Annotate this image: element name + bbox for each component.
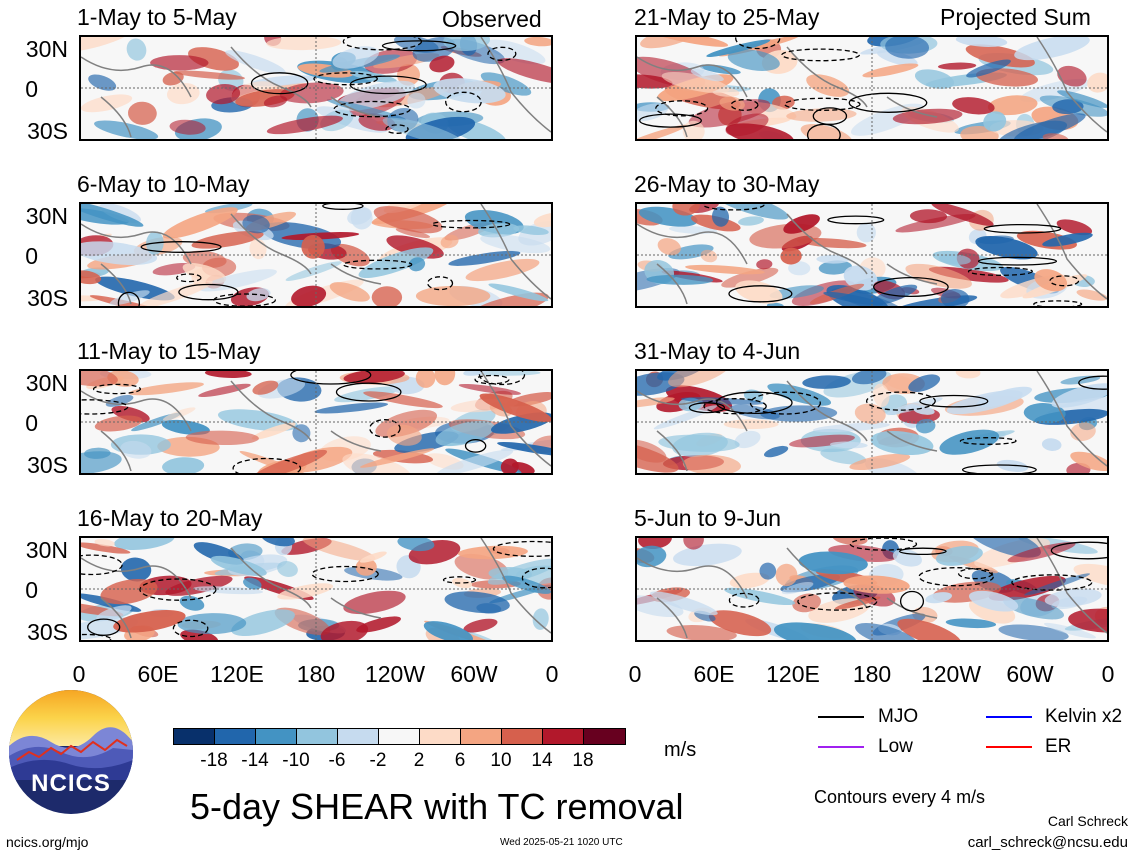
lat-label-30n: 30N xyxy=(25,537,68,563)
ncics-logo[interactable]: NCICS xyxy=(9,690,133,814)
colorbar-label: 18 xyxy=(572,750,594,771)
lon-label: 120W xyxy=(364,661,426,687)
panel-title: 11-May to 15-May xyxy=(77,338,261,364)
shear-field xyxy=(637,204,1107,306)
lat-label-eq: 0 xyxy=(25,243,38,269)
colorbar-box xyxy=(173,728,215,745)
lat-label-30n: 30N xyxy=(25,370,68,396)
lon-label: 0 xyxy=(72,661,86,687)
projected-sum-label: Projected Sum xyxy=(940,4,1091,30)
colorbar-label: -14 xyxy=(241,750,269,771)
colorbar-unit: m/s xyxy=(664,739,697,761)
shear-field xyxy=(637,371,1107,473)
shear-field xyxy=(81,371,551,473)
timestamp: Wed 2025-05-21 1020 UTC xyxy=(500,837,623,848)
colorbar-label: 14 xyxy=(531,750,553,771)
colorbar-box xyxy=(460,728,502,745)
observed-label: Observed xyxy=(442,6,542,32)
shear-field xyxy=(637,37,1107,139)
colorbar-box xyxy=(378,728,420,745)
colorbar-label: 6 xyxy=(454,750,466,771)
colorbar-label: 10 xyxy=(490,750,512,771)
map-panel xyxy=(635,369,1109,475)
legend-label-kelvin: Kelvin x2 xyxy=(1045,706,1123,727)
map-panel xyxy=(79,202,553,308)
colorbar-box xyxy=(255,728,297,745)
lon-label: 120E xyxy=(210,661,264,687)
lon-label: 60W xyxy=(450,661,498,687)
map-panel xyxy=(635,35,1109,141)
lat-label-eq: 0 xyxy=(25,577,38,603)
legend-label-low: Low xyxy=(878,736,913,757)
panel-title: 16-May to 20-May xyxy=(77,505,263,531)
colorbar-label: -6 xyxy=(328,750,346,771)
colorbar-box xyxy=(214,728,256,745)
lat-label-eq: 0 xyxy=(25,410,38,436)
lon-label: 180 xyxy=(852,661,892,687)
map-panel xyxy=(79,536,553,642)
main-title: 5-day SHEAR with TC removal xyxy=(190,786,684,827)
map-panel xyxy=(635,536,1109,642)
colorbar-label: -10 xyxy=(282,750,310,771)
lat-label-30s: 30S xyxy=(27,118,68,144)
lon-label: 0 xyxy=(628,661,642,687)
colorbar-box xyxy=(419,728,461,745)
lat-label-30n: 30N xyxy=(25,36,68,62)
shear-field xyxy=(81,204,551,306)
author: Carl Schreck xyxy=(1047,813,1128,829)
colorbar-box xyxy=(501,728,543,745)
lon-label: 60W xyxy=(1006,661,1054,687)
map-panel xyxy=(635,202,1109,308)
lat-label-eq: 0 xyxy=(25,76,38,102)
colorbar-label: -2 xyxy=(369,750,387,771)
legend-label-mjo: MJO xyxy=(878,706,919,727)
map-panel xyxy=(79,35,553,141)
colorbar-box xyxy=(583,728,626,745)
panel-title: 5-Jun to 9-Jun xyxy=(634,505,782,531)
lat-label-30n: 30N xyxy=(25,203,68,229)
legend-line-low xyxy=(818,746,864,748)
legend-label-er: ER xyxy=(1045,736,1072,757)
map-panel xyxy=(79,369,553,475)
lon-label: 120W xyxy=(920,661,982,687)
panel-title: 26-May to 30-May xyxy=(634,171,820,197)
lon-label: 60E xyxy=(693,661,735,687)
lon-label: 0 xyxy=(1101,661,1115,687)
lon-label: 180 xyxy=(296,661,336,687)
author-email[interactable]: carl_schreck@ncsu.edu xyxy=(967,834,1128,851)
site-link[interactable]: ncics.org/mjo xyxy=(6,834,89,850)
lon-label: 120E xyxy=(766,661,820,687)
colorbar-label: -18 xyxy=(200,750,228,771)
shear-field xyxy=(637,538,1107,640)
contour-note: Contours every 4 m/s xyxy=(814,787,986,807)
colorbar-box xyxy=(542,728,584,745)
lat-label-30s: 30S xyxy=(27,285,68,311)
colorbar-label: 2 xyxy=(413,750,425,771)
shear-field xyxy=(81,37,551,139)
legend-line-er xyxy=(986,746,1032,748)
colorbar-box xyxy=(337,728,379,745)
panel-title: 1-May to 5-May xyxy=(77,4,237,30)
panel-title: 6-May to 10-May xyxy=(77,171,250,197)
panel-title: 31-May to 4-Jun xyxy=(634,338,801,364)
lat-label-30s: 30S xyxy=(27,619,68,645)
lat-label-30s: 30S xyxy=(27,452,68,478)
legend-line-mjo xyxy=(818,716,864,718)
lon-label: 0 xyxy=(545,661,559,687)
panel-title: 21-May to 25-May xyxy=(634,4,820,30)
colorbar-box xyxy=(296,728,338,745)
lon-label: 60E xyxy=(137,661,179,687)
logo-text: NCICS xyxy=(31,770,111,797)
shear-field xyxy=(81,538,551,640)
legend-line-kelvin xyxy=(986,716,1032,718)
